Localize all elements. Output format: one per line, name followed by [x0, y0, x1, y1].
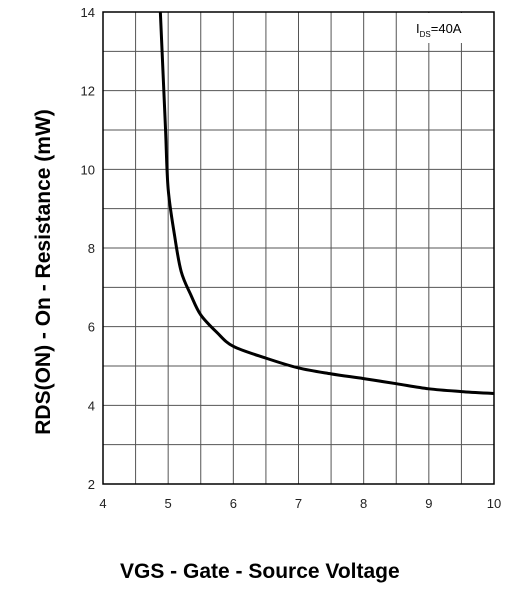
- y-tick-label: 4: [88, 398, 95, 413]
- x-tick-label: 6: [230, 496, 237, 511]
- annotation-background: [406, 13, 492, 43]
- annotation-rest: =40A: [431, 21, 462, 36]
- series: [158, 11, 495, 396]
- annotation-label: IDS=40A: [416, 21, 462, 39]
- y-tick-label: 6: [88, 320, 95, 335]
- annotation-main: I: [416, 21, 420, 36]
- y-tick-label: 2: [88, 477, 95, 492]
- x-tick-label: 4: [99, 496, 106, 511]
- annotation-box: IDS=40A: [406, 13, 492, 43]
- plot-frame: [102, 11, 495, 485]
- series-line: [158, 11, 495, 396]
- x-axis-label: VGS - Gate - Source Voltage: [120, 560, 400, 583]
- y-tick-label: 14: [81, 5, 95, 20]
- y-tick-label: 10: [81, 162, 95, 177]
- annotation-sub: DS: [420, 30, 431, 39]
- y-tick-label: 8: [88, 241, 95, 256]
- x-tick-label: 10: [487, 496, 501, 511]
- x-tick-label: 8: [360, 496, 367, 511]
- grid: [102, 11, 495, 485]
- x-tick-label: 7: [295, 496, 302, 511]
- y-axis-label: RDS(ON) - On - Resistance (mW): [32, 109, 55, 435]
- x-tick-label: 9: [425, 496, 432, 511]
- y-tick-label: 12: [81, 84, 95, 99]
- x-tick-label: 5: [165, 496, 172, 511]
